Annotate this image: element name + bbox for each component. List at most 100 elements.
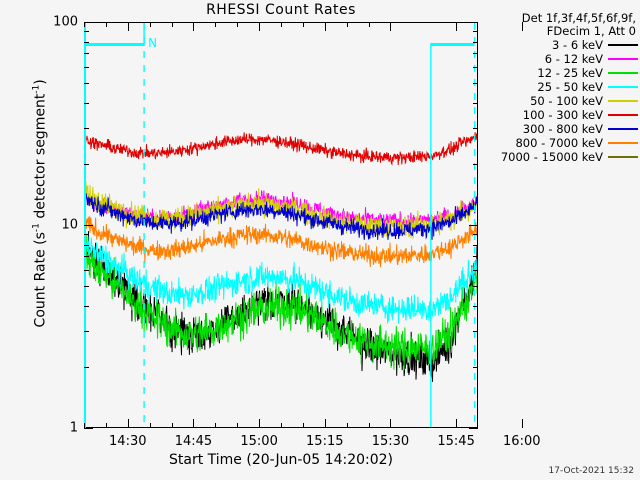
y-axis-tick-label: 10 <box>61 217 78 233</box>
data-series-line <box>85 193 477 240</box>
x-axis-tick-label: 15:30 <box>371 434 410 449</box>
legend-entry-swatch <box>608 86 638 88</box>
x-axis-tick-minor <box>368 423 370 428</box>
y-axis-tick-major <box>84 225 93 226</box>
legend-entry: 100 - 300 keV <box>484 108 638 122</box>
legend-entry: 6 - 12 keV <box>484 52 638 66</box>
x-axis-tick-minor <box>84 423 85 428</box>
night-marker-label: N <box>148 36 158 50</box>
legend-entry: 7000 - 15000 keV <box>484 150 638 164</box>
x-axis-tick-major <box>127 419 129 428</box>
legend-entry-list: 3 - 6 keV 6 - 12 keV 12 - 25 keV 25 - 50 ke… <box>484 38 638 164</box>
x-axis-tick-major <box>456 419 458 428</box>
y-axis-tick-minor <box>84 286 89 288</box>
y-axis-tick-minor-right <box>473 67 478 69</box>
y-axis-tick-minor-right <box>473 83 478 85</box>
y-axis-tick-minor-right <box>473 270 478 272</box>
legend: Det 1f,3f,4f,5f,6f,9f, FDecim 1, Att 0 3… <box>484 12 638 164</box>
legend-entry-label: 25 - 50 keV <box>537 80 603 94</box>
x-axis-tick-minor <box>215 423 217 428</box>
legend-entry-swatch <box>608 72 638 74</box>
x-axis-tick-label: 14:45 <box>174 434 213 449</box>
x-axis-title: Start Time (20-Jun-05 14:20:02) <box>169 452 393 468</box>
legend-entry-label: 50 - 100 keV <box>530 94 603 108</box>
legend-entry: 50 - 100 keV <box>484 94 638 108</box>
legend-entry: 12 - 25 keV <box>484 66 638 80</box>
x-axis-tick-minor-top <box>237 22 239 27</box>
night-interval-bar <box>430 43 475 46</box>
x-axis-tick-minor <box>302 423 304 428</box>
legend-entry: 3 - 6 keV <box>484 38 638 52</box>
legend-entry-swatch <box>608 114 638 116</box>
y-axis-tick-minor <box>84 53 89 55</box>
legend-header-detectors: Det 1f,3f,4f,5f,6f,9f, <box>521 11 636 25</box>
x-axis-tick-minor-top <box>346 22 348 27</box>
legend-entry-swatch <box>608 44 638 46</box>
y-axis-tick-label: 1 <box>69 420 78 436</box>
y-axis-tick-minor-right <box>473 256 478 258</box>
x-axis-tick-major <box>259 419 261 428</box>
legend-entry-swatch <box>608 142 638 144</box>
x-axis-tick-minor-top <box>171 22 173 27</box>
y-axis-tick-major-right <box>469 22 478 23</box>
y-axis-tick-minor-right <box>473 163 478 165</box>
y-title-part3: ) <box>32 79 49 85</box>
x-axis-tick-minor-top <box>281 22 282 27</box>
x-axis-tick-major <box>390 419 392 428</box>
y-title-part1: Count Rate (s <box>32 232 49 328</box>
x-axis-tick-major-top <box>324 22 326 31</box>
x-axis-tick-minor-top <box>302 22 304 27</box>
y-axis-tick-minor <box>84 83 89 85</box>
page-title: RHESSI Count Rates <box>206 2 356 18</box>
legend-entry-label: 7000 - 15000 keV <box>500 150 603 164</box>
y-title-sup2: -1 <box>31 84 42 94</box>
y-axis-tick-minor-right <box>473 305 478 307</box>
y-axis-tick-minor <box>84 163 89 165</box>
y-axis-tick-major-right <box>469 428 478 429</box>
x-axis-tick-minor-top <box>368 22 370 27</box>
x-axis-tick-major-top <box>259 22 261 31</box>
x-axis-tick-minor <box>281 423 282 428</box>
x-axis-tick-minor <box>237 423 239 428</box>
legend-entry: 800 - 7000 keV <box>484 136 638 150</box>
y-axis-tick-minor <box>84 41 89 43</box>
x-axis-tick-minor-top <box>149 22 151 27</box>
x-axis-tick-minor <box>346 423 348 428</box>
x-axis-tick-minor <box>105 423 107 428</box>
y-axis-title: Count Rate (s-1 detector segment-1) <box>32 13 49 393</box>
x-axis-tick-label: 14:30 <box>109 434 147 449</box>
y-axis-tick-minor-right <box>473 234 478 236</box>
y-axis-tick-minor <box>84 234 89 236</box>
legend-entry-label: 3 - 6 keV <box>552 38 603 52</box>
render-timestamp: 17-Oct-2021 15:32 <box>548 466 634 476</box>
y-axis-tick-minor <box>84 331 89 333</box>
y-title-sup1: -1 <box>31 223 42 233</box>
x-axis-tick-major <box>324 419 326 428</box>
x-axis-tick-label: 15:15 <box>306 434 344 449</box>
x-axis-tick-major-top <box>127 22 129 31</box>
data-series-line <box>85 236 477 324</box>
y-axis-tick-minor <box>84 305 89 307</box>
y-axis-tick-label: 100 <box>53 14 78 30</box>
y-axis-tick-minor <box>84 244 89 246</box>
legend-entry-swatch <box>608 100 638 102</box>
y-axis-tick-minor-right <box>473 102 478 104</box>
legend-entry-label: 800 - 7000 keV <box>515 136 603 150</box>
legend-entry-label: 6 - 12 keV <box>544 52 603 66</box>
x-axis-tick-minor <box>149 423 151 428</box>
x-axis-tick-minor-top <box>215 22 217 27</box>
y-axis-tick-minor-right <box>473 128 478 130</box>
y-axis-tick-minor <box>84 31 89 33</box>
plot-area <box>84 22 478 428</box>
x-axis-tick-major <box>521 419 523 428</box>
x-axis-tick-minor-top <box>84 22 85 27</box>
y-axis-tick-minor <box>84 67 89 69</box>
legend-entry-label: 12 - 25 keV <box>537 66 603 80</box>
y-axis-tick-minor <box>84 366 89 368</box>
y-axis-tick-minor-right <box>473 31 478 33</box>
plot-canvas <box>85 23 477 427</box>
data-series-line <box>85 132 477 166</box>
x-axis-tick-major-top <box>456 22 458 31</box>
data-series-line <box>85 235 477 371</box>
